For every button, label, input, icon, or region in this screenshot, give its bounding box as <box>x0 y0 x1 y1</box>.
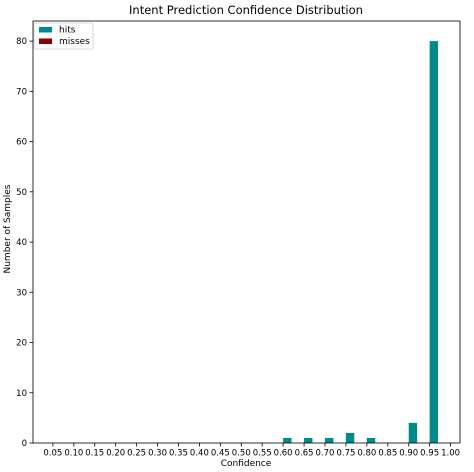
legend-swatch-misses <box>39 38 52 44</box>
x-tick-label: 0.55 <box>253 449 272 459</box>
x-tick-label: 1.00 <box>441 449 460 459</box>
x-axis-label: Confidence <box>221 459 272 469</box>
legend-label-misses: misses <box>59 37 90 47</box>
y-tick-label: 0 <box>22 439 27 449</box>
x-tick-label: 0.60 <box>274 449 293 459</box>
y-tick-label: 30 <box>16 288 27 298</box>
y-tick-label: 60 <box>16 138 27 148</box>
x-tick-label: 0.80 <box>357 449 376 459</box>
x-tick-label: 0.65 <box>295 449 314 459</box>
y-tick-label: 10 <box>16 389 27 399</box>
x-tick-label: 0.35 <box>169 449 188 459</box>
bar-hits-0.95 <box>429 41 439 443</box>
y-tick-label: 80 <box>16 37 27 47</box>
bar-hits-0.75 <box>345 432 355 443</box>
x-tick-label: 0.30 <box>148 449 167 459</box>
y-tick-label: 70 <box>16 87 27 97</box>
x-tick-label: 0.75 <box>336 449 355 459</box>
y-tick-label: 50 <box>16 188 27 198</box>
x-tick-label: 0.20 <box>106 449 125 459</box>
x-tick-label: 0.15 <box>85 449 104 459</box>
x-tick-label: 0.25 <box>127 449 146 459</box>
bar-hits-0.60 <box>283 437 292 443</box>
x-tick-label: 0.40 <box>190 449 209 459</box>
bar-hits-0.70 <box>324 437 334 443</box>
bar-hits-0.80 <box>366 437 376 443</box>
bar-hits-0.65 <box>304 437 313 443</box>
bar-hits-0.90 <box>408 422 418 443</box>
y-tick-label: 20 <box>16 339 27 349</box>
x-tick-label: 0.50 <box>232 449 251 459</box>
x-tick-label: 0.90 <box>399 449 418 459</box>
x-tick-label: 0.95 <box>420 449 439 459</box>
chart-title: Intent Prediction Confidence Distributio… <box>129 3 363 17</box>
y-tick-label: 40 <box>16 238 27 248</box>
y-axis-label: Number of Samples <box>3 184 13 273</box>
legend-label-hits: hits <box>59 26 76 36</box>
legend-swatch-hits <box>39 27 52 33</box>
x-tick-label: 0.05 <box>43 449 62 459</box>
x-tick-label: 0.70 <box>316 449 335 459</box>
x-tick-label: 0.45 <box>211 449 230 459</box>
x-tick-label: 0.85 <box>378 449 397 459</box>
plot-frame <box>32 20 461 444</box>
x-tick-label: 0.10 <box>64 449 83 459</box>
